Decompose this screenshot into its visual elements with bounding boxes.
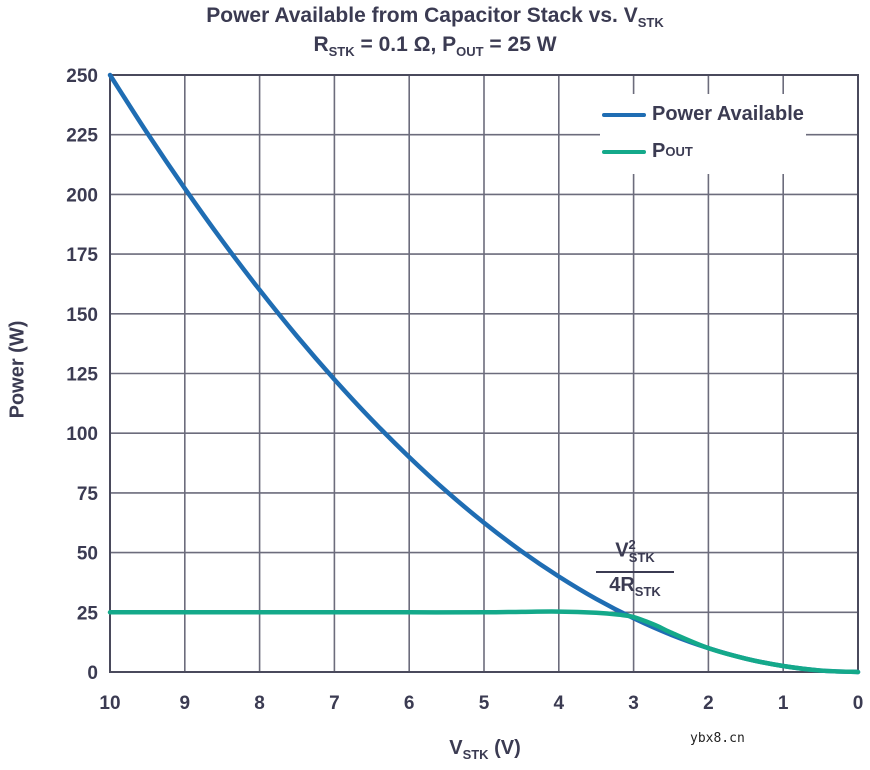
x-tick-8: 8 — [254, 693, 265, 714]
y-axis-label: Power (W) — [6, 320, 29, 419]
series-line-pout — [107, 609, 861, 675]
x-tick-0: 0 — [853, 693, 864, 714]
x-tick-2: 2 — [703, 693, 714, 714]
x-tick-9: 9 — [180, 693, 191, 714]
x-tick-10: 10 — [99, 693, 120, 714]
y-tick-125: 125 — [66, 365, 98, 386]
y-tick-150: 150 — [66, 305, 98, 326]
plot-frame — [109, 74, 859, 673]
legend-swatch-power-available — [602, 112, 646, 117]
x-tick-7: 7 — [329, 693, 340, 714]
legend: Power Available P OUT — [600, 94, 806, 174]
x-tick-5: 5 — [479, 693, 490, 714]
y-tick-50: 50 — [77, 544, 98, 565]
legend-swatch-pout — [602, 149, 646, 154]
chart-title-line-1: Power Available from Capacitor Stack vs.… — [206, 4, 664, 31]
legend-item-power-available: Power Available — [602, 96, 804, 133]
x-tick-4: 4 — [554, 693, 565, 714]
y-tick-25: 25 — [77, 603, 99, 624]
series-lines — [107, 72, 861, 675]
formula-annotation: V2STK 4RSTK — [596, 534, 674, 604]
y-tick-225: 225 — [66, 126, 98, 147]
x-tick-1: 1 — [778, 693, 789, 714]
y-tick-100: 100 — [66, 424, 98, 445]
legend-item-pout: P OUT — [602, 133, 804, 170]
y-tick-0: 0 — [87, 663, 98, 684]
chart-title-line-2: RSTK = 0.1 Ω, POUT = 25 W — [313, 33, 557, 60]
y-tick-75: 75 — [77, 484, 99, 505]
x-tick-6: 6 — [404, 693, 415, 714]
y-tick-175: 175 — [66, 245, 98, 266]
x-axis-label: VSTK (V) — [449, 737, 521, 762]
y-tick-250: 250 — [66, 66, 98, 87]
y-tick-200: 200 — [66, 185, 98, 206]
x-tick-3: 3 — [628, 693, 639, 714]
grid — [109, 74, 859, 673]
watermark: ybx8.cn — [690, 731, 745, 746]
